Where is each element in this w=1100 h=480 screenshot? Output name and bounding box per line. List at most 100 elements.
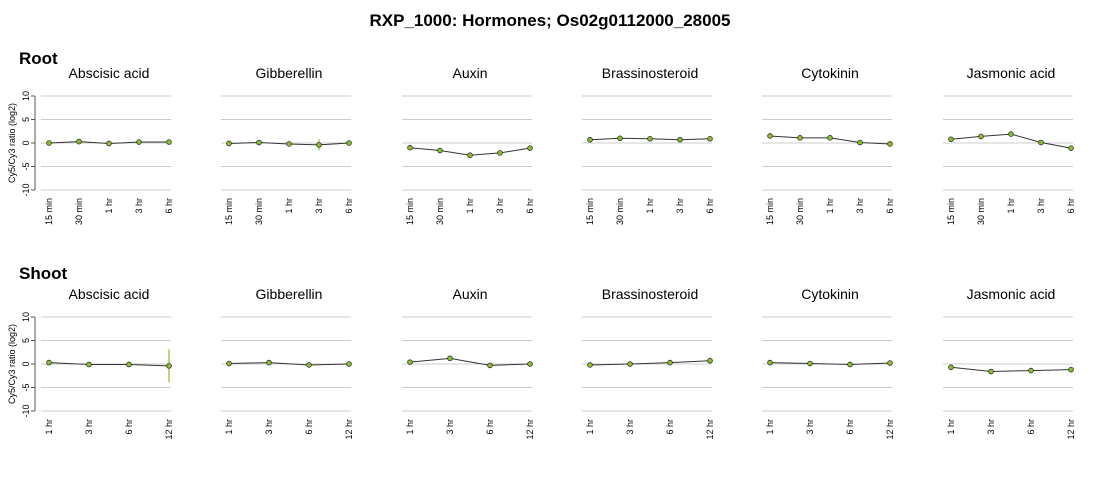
section-label: Root [19,49,58,68]
panel-title: Cytokinin [801,65,859,81]
data-point [627,361,633,367]
panel-cytokinin: Cytokinin 15 min 30 min 1 hr 3 hr 6 hr [762,65,895,225]
x-tick-label: 30 min [254,198,264,225]
x-tick-label: 3 hr [445,419,455,435]
section-shoot: Shoot -10 -5 0 5 10 Cy5/Cy3 ratio (log2) Abscis… [7,264,1076,440]
panel-brassinosteroid: Brassinosteroid 1 hr 3 hr 6 hr 12 hr [582,286,715,440]
x-tick-label: 15 min [765,198,775,225]
data-point [527,145,533,151]
x-tick-label: 6 hr [164,198,174,214]
data-point [256,139,262,146]
x-tick-label: 3 hr [986,419,996,435]
data-point [948,364,954,371]
data-point [126,361,132,368]
data-point [1038,139,1044,146]
panel-gibberellin: Gibberellin 1 hr 3 hr 6 hr 12 hr [221,286,354,440]
panel-cytokinin: Cytokinin 1 hr 3 hr 6 hr 12 hr [762,286,895,440]
x-tick-label: 1 hr [104,198,114,214]
y-tick-label: 5 [21,117,31,122]
x-tick-label: 15 min [405,198,415,225]
y-tick-label: -5 [21,383,31,391]
data-point [306,362,312,368]
data-point [1068,145,1074,151]
data-point [46,359,52,366]
data-point [407,359,413,365]
y-tick-label: -10 [21,404,31,417]
data-point [807,360,813,367]
x-tick-label: 12 hr [705,419,715,440]
data-point [617,135,623,142]
y-axis: -10 -5 0 5 10 Cy5/Cy3 ratio (log2) [7,91,36,197]
x-tick-label: 1 hr [224,419,234,435]
panel-jasmonic-acid: Jasmonic acid 1 hr 3 hr 6 hr 12 hr [943,286,1076,440]
data-point [587,362,593,368]
x-tick-label: 6 hr [1066,198,1076,214]
y-tick-label: 0 [21,361,31,366]
panel-jasmonic-acid: Jasmonic acid 15 min 30 min 1 hr 3 hr 6 hr [943,65,1076,225]
y-tick-label: 0 [21,140,31,145]
x-tick-label: 6 hr [124,419,134,435]
data-point [86,361,92,368]
x-tick-label: 12 hr [885,419,895,440]
y-tick-label: 10 [21,312,31,322]
x-tick-label: 1 hr [585,419,595,435]
panel-title: Cytokinin [801,286,859,302]
series-line [409,357,531,366]
data-point [136,139,142,145]
x-tick-label: 15 min [44,198,54,225]
x-tick-label: 30 min [795,198,805,225]
x-tick-label: 6 hr [344,198,354,214]
panel-abscisic-acid: Abscisic acid 15 min 30 min 1 hr 3 hr 6 hr [41,65,174,225]
x-tick-label: 1 hr [825,198,835,214]
data-point [487,362,493,369]
y-tick-label: 5 [21,338,31,343]
panel-title: Abscisic acid [69,286,150,302]
y-axis: -10 -5 0 5 10 Cy5/Cy3 ratio (log2) [7,312,36,418]
y-axis-label: Cy5/Cy3 ratio (log2) [7,324,17,404]
data-point [707,135,713,142]
x-tick-label: 12 hr [344,419,354,440]
data-point [847,361,853,368]
y-tick-label: -10 [21,183,31,196]
x-tick-label: 1 hr [946,419,956,435]
data-point [226,140,232,147]
data-point [978,133,984,140]
panel-brassinosteroid: Brassinosteroid 15 min 30 min 1 hr 3 hr 6 hr [582,65,715,225]
x-tick-label: 30 min [435,198,445,225]
x-tick-label: 3 hr [264,419,274,435]
data-point [887,360,893,366]
x-tick-label: 3 hr [134,198,144,214]
x-tick-label: 3 hr [805,419,815,435]
x-tick-label: 3 hr [495,198,505,214]
x-tick-label: 1 hr [284,198,294,214]
x-tick-label: 15 min [585,198,595,225]
x-tick-label: 3 hr [84,419,94,435]
data-point [407,144,413,151]
data-point [316,142,322,148]
x-tick-label: 30 min [615,198,625,225]
x-tick-label: 1 hr [405,419,415,435]
x-tick-label: 3 hr [1036,198,1046,214]
data-point [226,360,232,367]
x-tick-label: 3 hr [314,198,324,214]
x-tick-label: 30 min [74,198,84,225]
section-label: Shoot [19,264,67,283]
data-point [527,361,533,367]
data-point [988,368,994,375]
x-tick-label: 3 hr [625,419,635,435]
data-point [286,141,292,147]
panel-auxin: Auxin 1 hr 3 hr 6 hr 12 hr [402,286,535,440]
x-tick-label: 6 hr [705,198,715,214]
data-point [266,359,272,366]
data-point [948,136,954,143]
data-point [346,361,352,367]
panel-title: Abscisic acid [69,65,150,81]
x-tick-label: 1 hr [44,419,54,435]
x-tick-label: 3 hr [855,198,865,214]
data-point [76,138,82,145]
data-point [647,135,653,142]
data-point [767,133,773,139]
data-point [767,359,773,366]
x-tick-label: 1 hr [645,198,655,214]
x-tick-label: 15 min [224,198,234,225]
